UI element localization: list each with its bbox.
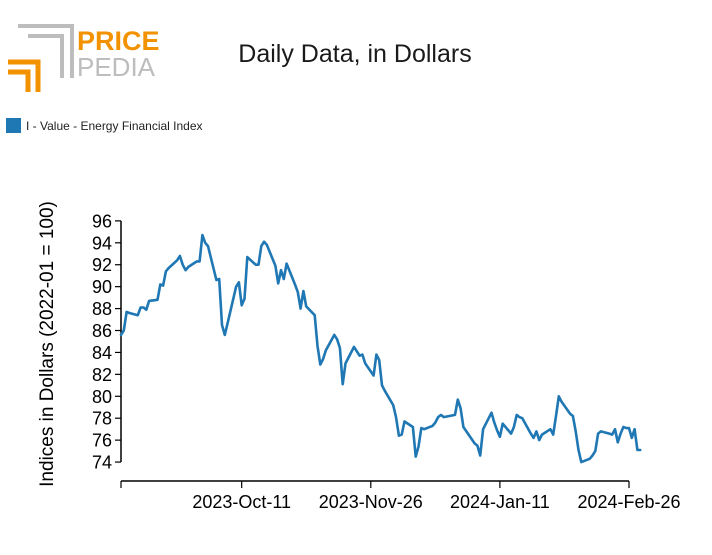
legend-label: I - Value - Energy Financial Index	[26, 118, 203, 133]
y-tick-label: 76	[92, 431, 112, 451]
y-tick-label: 88	[92, 299, 112, 319]
series-layer	[119, 233, 642, 464]
x-tick-label: 2023-Nov-26	[319, 492, 423, 512]
y-tick-label: 84	[92, 343, 112, 363]
y-tick-label: 78	[92, 409, 112, 429]
y-tick-label: 80	[92, 387, 112, 407]
series-line-0	[119, 233, 642, 464]
logo-text-price: PRICE	[77, 26, 160, 56]
y-tick-label: 74	[92, 453, 112, 473]
legend-swatch	[6, 118, 21, 133]
y-tick-label: 94	[92, 233, 112, 253]
y-tick-label: 86	[92, 321, 112, 341]
x-tick-label: 2024-Jan-11	[450, 492, 550, 512]
legend[interactable]: I - Value - Energy Financial Index	[6, 118, 203, 133]
y-tick-label: 96	[92, 211, 112, 231]
y-axis-label: Indices in Dollars (2022-01 = 100)	[37, 201, 58, 487]
y-tick-label: 90	[92, 277, 112, 297]
y-tick-label: 92	[92, 255, 112, 275]
y-tick-label: 82	[92, 365, 112, 385]
x-axis: 2023-Oct-11 2023-Nov-26 2024-Jan-11 2024-Fe…	[120, 480, 681, 512]
pricepedia-logo: PRICE PEDIA	[8, 22, 168, 92]
logo-text-pedia: PEDIA	[77, 52, 156, 82]
logo-mark: PRICE PEDIA	[8, 24, 160, 92]
x-tick-label: 2023-Oct-11	[192, 492, 291, 512]
chart-title: Daily Data, in Dollars	[238, 40, 472, 68]
x-tick-label: 2024-Feb-26	[577, 492, 680, 512]
